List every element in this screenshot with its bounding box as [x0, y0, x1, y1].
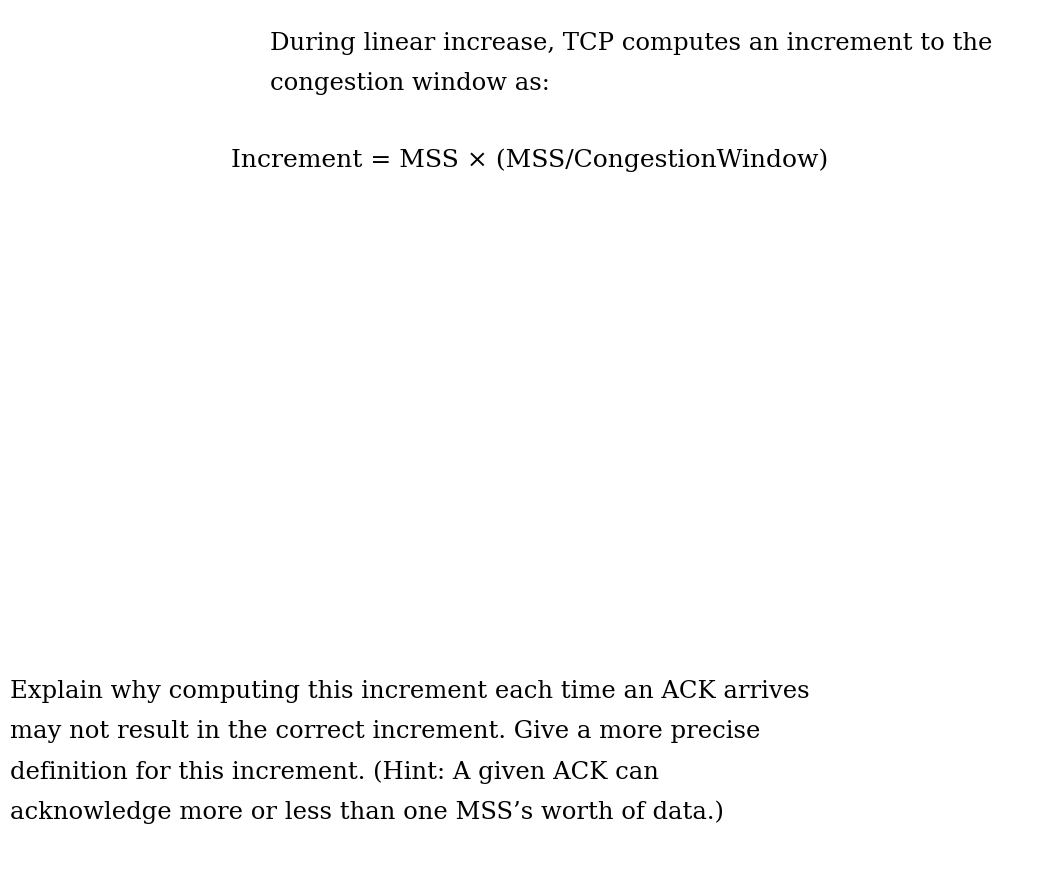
Text: may not result in the correct increment. Give a more precise: may not result in the correct increment.… [10, 720, 760, 743]
Text: During linear increase, TCP computes an increment to the: During linear increase, TCP computes an … [270, 32, 992, 55]
Text: acknowledge more or less than one MSS’s worth of data.): acknowledge more or less than one MSS’s … [10, 800, 724, 823]
Text: Explain why computing this increment each time an ACK arrives: Explain why computing this increment eac… [10, 680, 810, 703]
Text: congestion window as:: congestion window as: [270, 72, 550, 95]
Text: definition for this increment. (Hint: A given ACK can: definition for this increment. (Hint: A … [10, 760, 659, 783]
Text: Increment = MSS × (MSS/CongestionWindow): Increment = MSS × (MSS/CongestionWindow) [231, 148, 829, 171]
